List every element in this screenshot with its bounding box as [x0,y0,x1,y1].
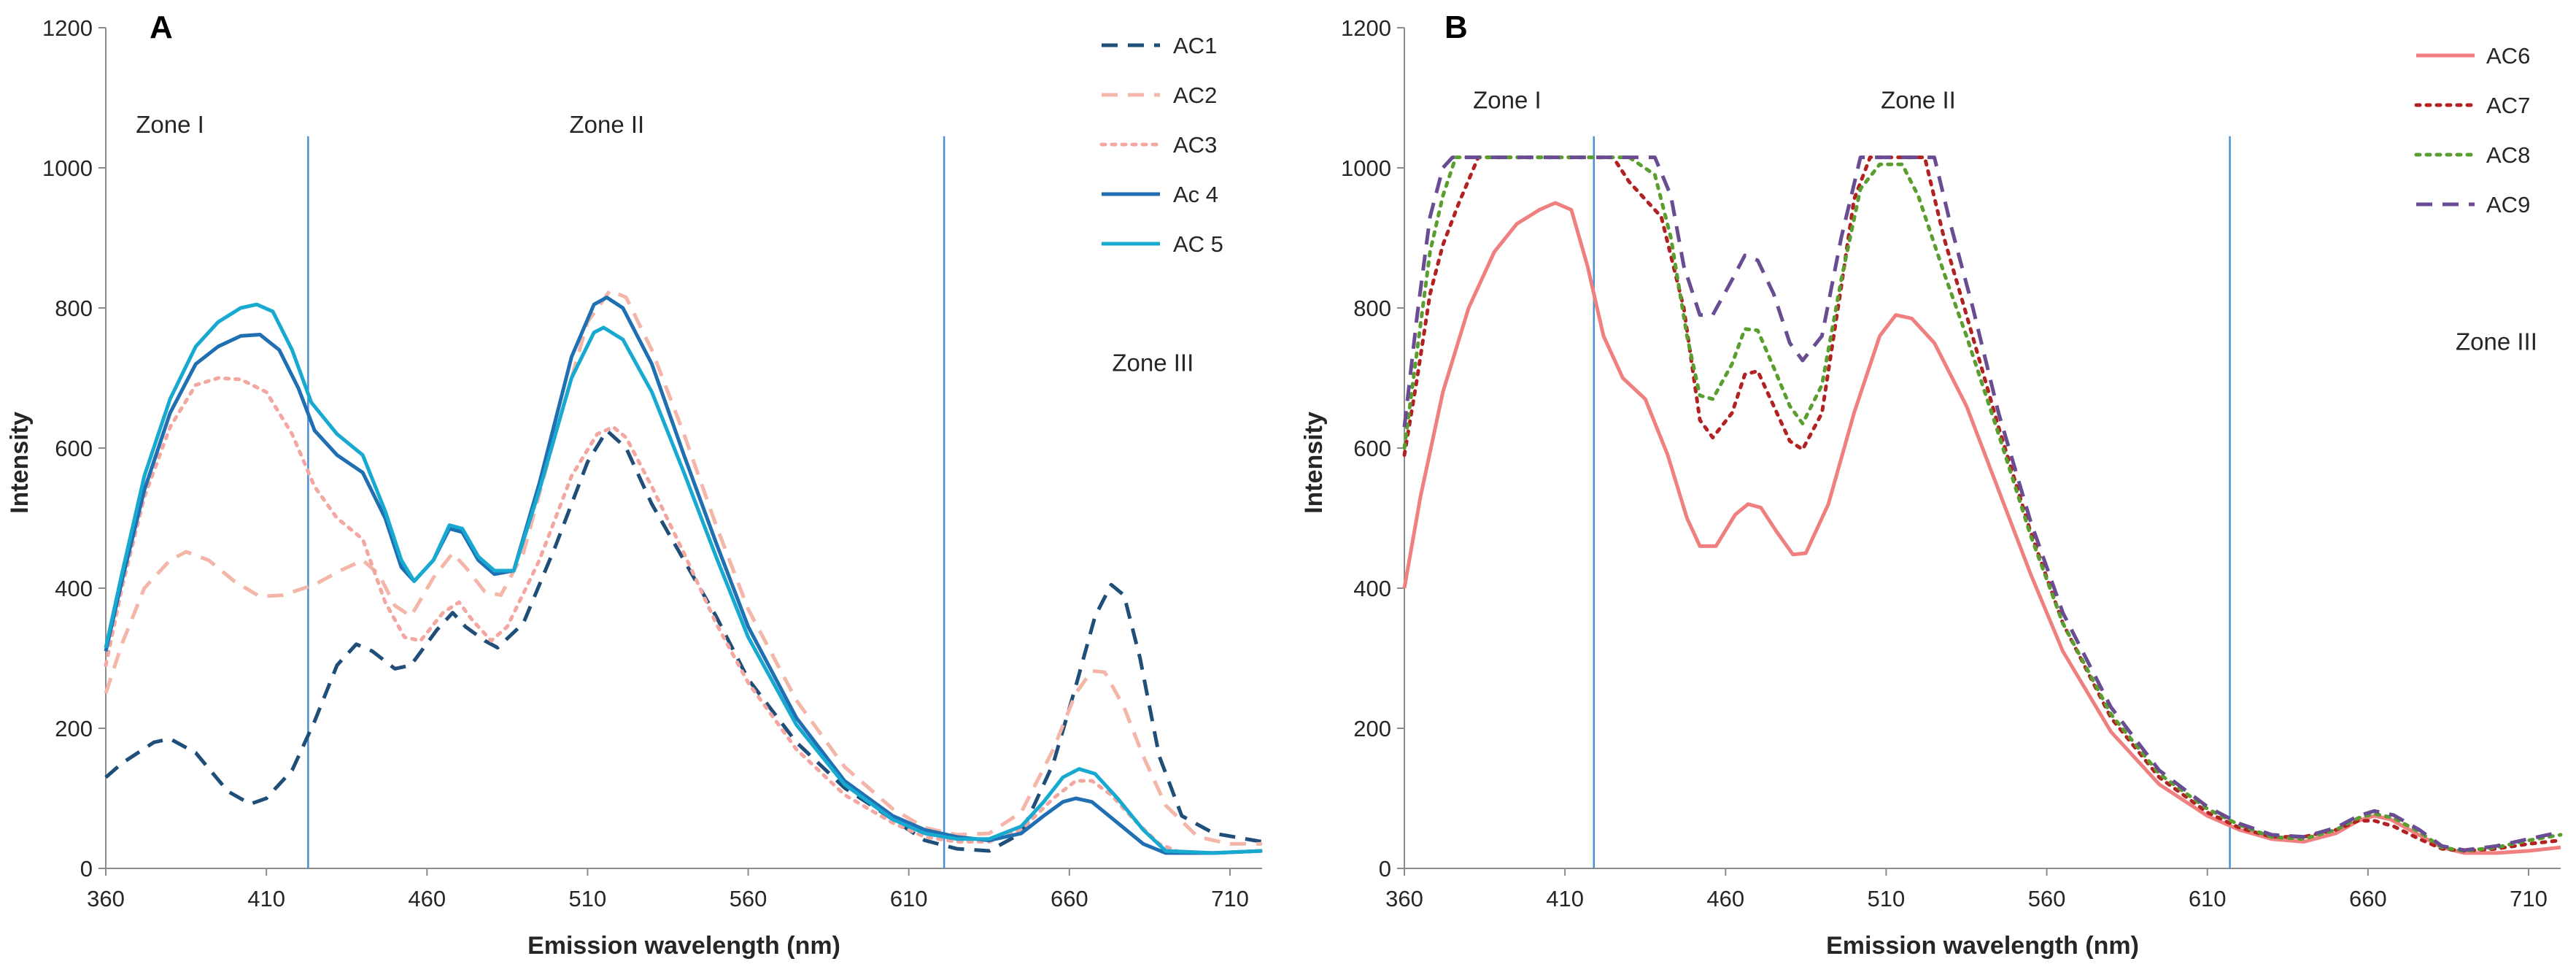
x-tick-label: 610 [2189,886,2227,911]
x-tick-label: 660 [2349,886,2387,911]
legend-label: AC 5 [1173,231,1223,257]
x-tick-label: 710 [1211,886,1249,911]
x-tick-label: 510 [1868,886,1906,911]
x-tick-label: 560 [2028,886,2066,911]
zone-label: Zone I [136,111,204,138]
y-tick-label: 1000 [1341,155,1391,181]
y-tick-label: 200 [55,716,93,741]
legend-label: Ac 4 [1173,182,1218,207]
legend-label: AC1 [1173,33,1217,58]
panel-letter: B [1444,9,1468,45]
series-line-ac7 [1402,155,2563,853]
zone-label: Zone III [1112,349,1194,376]
y-tick-label: 1200 [1341,15,1391,41]
x-tick-label: 660 [1051,886,1088,911]
y-tick-label: 400 [55,576,93,601]
x-tick-label: 710 [2510,886,2548,911]
series-line-ac8 [1402,155,2563,853]
x-tick-label: 360 [87,886,125,911]
y-tick-label: 1000 [42,155,93,181]
panel-letter: A [150,9,173,45]
x-tick-label: 510 [569,886,607,911]
x-tick-label: 410 [247,886,285,911]
y-axis-title: Intensity [6,412,34,514]
x-tick-label: 410 [1546,886,1584,911]
y-tick-label: 600 [55,436,93,461]
x-tick-label: 610 [890,886,928,911]
chart-panel-b: 0 200 400 600 800 1000 1200 360 410 460 510 560 610 6… [1300,9,2563,960]
y-tick-label: 1200 [42,15,93,41]
series-line-ac2 [104,288,1262,846]
zone-label: Zone III [2456,328,2537,355]
y-tick-label: 0 [80,856,93,882]
zone-label: Zone II [1881,86,1956,113]
legend-label: AC7 [2486,93,2530,118]
x-tick-label: 460 [408,886,446,911]
y-axis-title: Intensity [1300,412,1328,514]
x-axis-title: Emission wavelength (nm) [1826,932,2139,960]
x-tick-label: 460 [1706,886,1744,911]
legend-label: AC3 [1173,132,1217,158]
y-tick-label: 0 [1379,856,1391,882]
y-tick-label: 800 [55,296,93,321]
legend-label: AC8 [2486,142,2530,168]
y-tick-label: 400 [1353,576,1391,601]
y-tick-label: 600 [1353,436,1391,461]
x-tick-label: 560 [730,886,767,911]
x-axis-title: Emission wavelength (nm) [527,932,840,960]
series-line-ac-4 [104,296,1263,855]
legend-label: AC9 [2486,192,2530,217]
series-line-ac-5 [104,302,1263,855]
x-tick-label: 360 [1385,886,1423,911]
legend-label: AC2 [1173,82,1217,108]
y-tick-label: 800 [1353,296,1391,321]
y-tick-label: 200 [1353,716,1391,741]
series-line-ac3 [104,376,1264,855]
zone-label: Zone I [1473,86,1542,113]
legend-label: AC6 [2486,43,2530,69]
series-line-ac1 [104,428,1263,853]
zone-label: Zone II [569,111,644,138]
chart-panel-a: 0 200 400 600 800 1000 1200 360 410 460 510 560 610 6… [6,9,1264,960]
